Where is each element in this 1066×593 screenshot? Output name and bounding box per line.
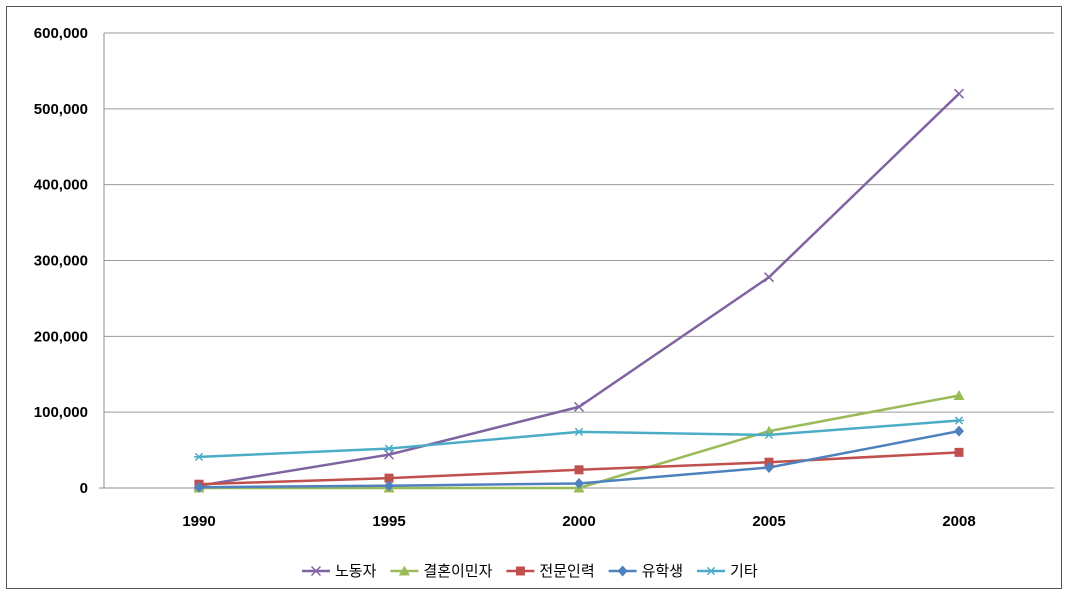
series-line-4 [198,419,960,459]
x-axis-ticks: 1990 1995 2000 2005 2008 [182,513,975,530]
series-markers [193,88,965,493]
data-point-s1-4 [953,389,965,400]
legend-label: 결혼이민자 [423,562,492,580]
data-point-s4-4 [954,416,964,425]
legend-marker [515,566,525,576]
y-tick-label: 500,000 [34,101,88,118]
data-point-s3-0 [194,481,204,493]
y-tick-label: 300,000 [34,253,88,270]
line-chart: 0 100,000 200,000 300,000 400,000 500,000 600,… [34,25,1054,580]
chart-frame: 0 100,000 200,000 300,000 400,000 500,000 600,… [6,6,1062,589]
legend-label: 전문인력 [539,562,594,580]
x-tick-label: 2000 [562,513,595,530]
data-point-s2-1 [384,473,394,483]
legend: 노동자 결혼이민자 전문인력 유학생 기타 [302,562,758,580]
y-tick-label: 400,000 [34,177,88,194]
data-point-s3-2 [574,477,584,489]
legend-label: 유학생 [642,562,683,580]
data-point-s4-1 [384,444,394,453]
legend-label: 노동자 [335,562,377,580]
legend-item: 노동자 [302,562,377,580]
legend-marker [617,565,628,577]
legend-item: 전문인력 [506,562,595,580]
y-tick-label: 600,000 [34,25,88,42]
legend-marker [398,565,410,576]
data-point-s3-3 [764,462,774,474]
series-lines [198,92,960,490]
data-point-s2-4 [954,447,964,457]
legend-item: 결혼이민자 [390,562,493,580]
legend-label: 기타 [730,562,758,580]
legend-marker [310,565,322,577]
y-axis-ticks: 0 100,000 200,000 300,000 400,000 500,000 600,… [34,25,88,497]
data-point-s0-4 [953,88,965,99]
x-tick-label: 1995 [372,513,405,530]
legend-item: 기타 [697,562,758,580]
gridlines [104,32,1054,413]
legend-marker [706,566,717,576]
series-line-0 [198,92,960,487]
x-tick-label: 2005 [752,513,785,530]
data-point-s3-1 [384,480,394,492]
legend-item: 유학생 [608,562,683,580]
y-tick-label: 200,000 [34,328,88,345]
data-point-s4-3 [764,430,774,440]
data-point-s4-2 [574,427,584,437]
data-point-s2-2 [574,465,584,475]
data-point-s0-3 [763,272,775,283]
data-point-s3-4 [954,425,964,437]
x-tick-label: 1990 [182,513,215,530]
y-tick-label: 100,000 [34,404,88,421]
y-tick-label: 0 [80,480,88,497]
x-tick-label: 2008 [942,513,975,530]
data-point-s0-2 [573,401,585,412]
data-point-s4-0 [194,452,204,462]
